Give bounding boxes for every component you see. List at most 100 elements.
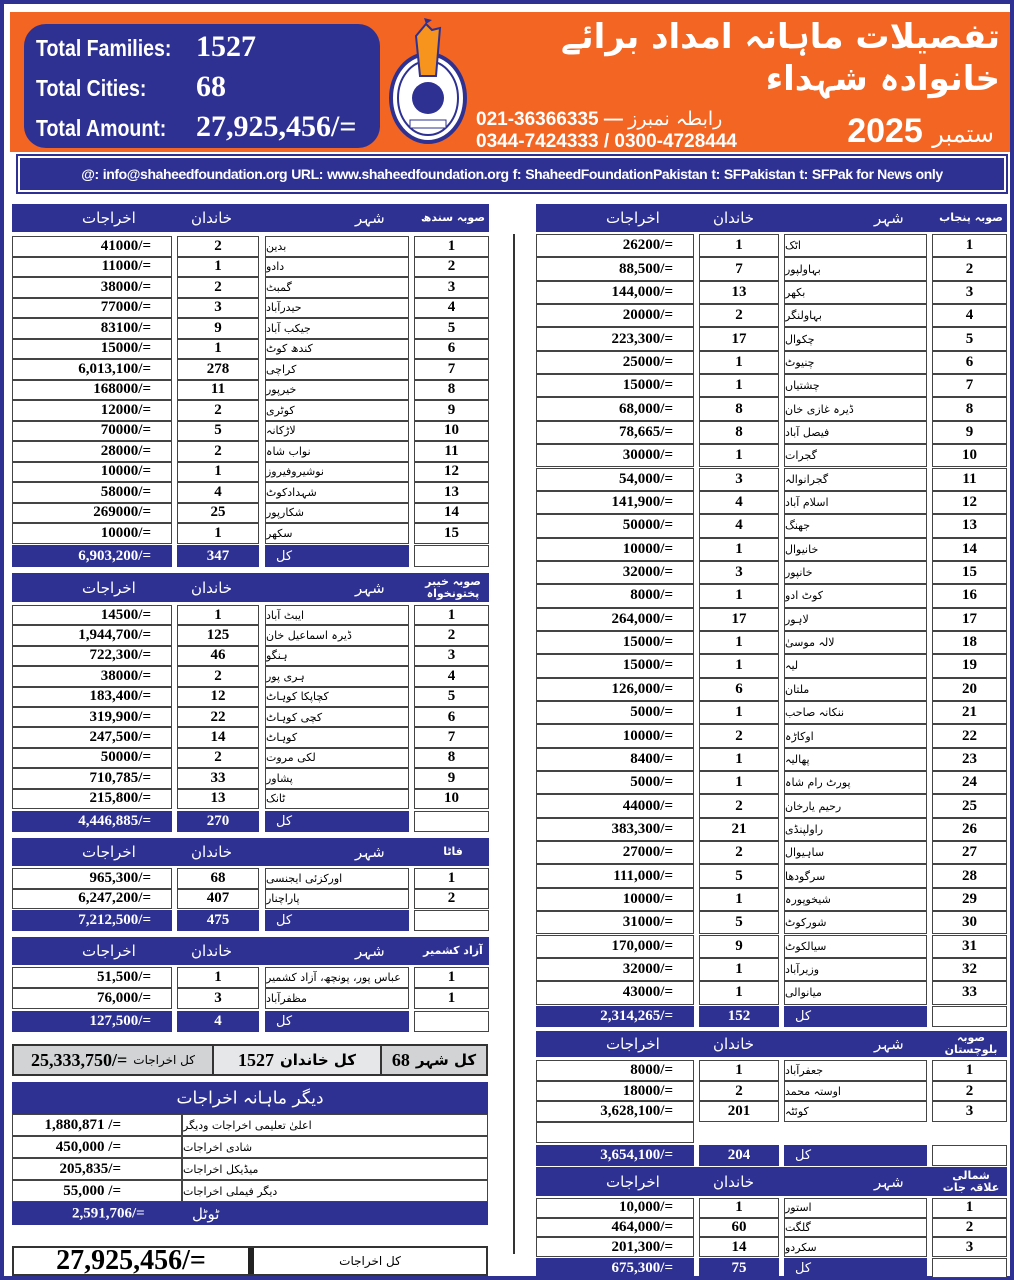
city-name: کندھ کوٹ <box>265 338 409 359</box>
families-count: 1 <box>699 444 779 468</box>
city-name: نواب شاہ <box>265 441 409 462</box>
amount: 170,000/= <box>536 934 694 958</box>
phone-2: 0344-7424333 / 0300-4728444 <box>476 131 737 152</box>
province-name: صوبہ سندھ <box>421 211 485 224</box>
amount: 141,900/= <box>536 490 694 515</box>
twitter-link[interactable]: SFPakistan <box>723 166 796 182</box>
city-name: ٹانک <box>265 788 409 809</box>
email-link[interactable]: info@shaheedfoundation.org <box>102 166 288 182</box>
row-number: 2 <box>932 1217 1007 1238</box>
section-total-families: 270 <box>177 811 259 832</box>
city-name: ننکانہ صاحب <box>784 701 927 725</box>
amount: 31000/= <box>536 911 694 935</box>
families-count: 1 <box>699 957 779 982</box>
amount: 15000/= <box>536 630 694 655</box>
families-count: 1 <box>699 630 779 655</box>
column-header-city: شہر <box>874 209 904 227</box>
row-number: 14 <box>932 537 1007 561</box>
row-number: 27 <box>932 841 1007 865</box>
row-number: 1 <box>932 234 1007 258</box>
row-number: 1 <box>414 868 489 889</box>
families-count: 2 <box>177 441 259 462</box>
amount: 76,000/= <box>12 988 172 1009</box>
row-number: 2 <box>932 1080 1007 1102</box>
row-number: 31 <box>932 934 1007 958</box>
city-name: کوٹ ادو <box>784 584 927 608</box>
row-number: 3 <box>932 1101 1007 1123</box>
families-count: 33 <box>177 768 259 789</box>
row-number: 10 <box>414 420 489 441</box>
facebook-icon: f: <box>512 166 522 182</box>
city-name: چشتیاں <box>784 374 927 398</box>
families-count: 9 <box>699 934 779 958</box>
city-name: ڈیرہ غازی خان <box>784 397 927 421</box>
other-total-amount: 2,591,706/= <box>72 1205 145 1221</box>
row-number: 18 <box>932 630 1007 655</box>
facebook-link[interactable]: ShaheedFoundationPakistan <box>525 166 708 182</box>
city-name: گلگت <box>784 1217 927 1238</box>
section-total-blank <box>932 1258 1007 1278</box>
families-count: 4 <box>177 482 259 503</box>
amount: 14500/= <box>12 605 172 626</box>
city-name: شہدادکوٹ <box>265 482 409 503</box>
other-total-label: ٹوٹل <box>192 1204 220 1223</box>
section-total-blank <box>414 1011 489 1032</box>
amount: 43000/= <box>536 981 694 1005</box>
column-header-city: شہر <box>355 209 385 227</box>
section-header-ajk: اخراجات خاندان شہر آزاد کشمیر <box>12 937 489 965</box>
families-count: 1 <box>177 256 259 277</box>
section-total-amount: 2,314,265/= <box>536 1006 694 1027</box>
city-name: ہنگو <box>265 645 409 667</box>
amount: 10000/= <box>536 724 694 748</box>
row-number: 9 <box>414 768 489 789</box>
amount: 264,000/= <box>536 607 694 631</box>
section-total-amount: 4,446,885/= <box>12 811 172 832</box>
city-name: استور <box>784 1198 927 1218</box>
city-name: عباس پور، پونچھ، آزاد کشمیر <box>265 967 409 988</box>
foundation-logo <box>389 18 467 144</box>
families-count: 14 <box>699 1237 779 1258</box>
families-count: 4 <box>699 490 779 515</box>
row-number: 5 <box>414 686 489 707</box>
column-header-amount: اخراجات <box>606 1035 660 1053</box>
families-count: 22 <box>177 707 259 728</box>
city-name: گمبٹ <box>265 277 409 298</box>
other-expense-amount: 205,835/= <box>12 1158 182 1180</box>
twitter-news-link[interactable]: SFPak for News only <box>811 166 943 182</box>
city-name: ملتان <box>784 677 927 701</box>
section-total-label: کل <box>265 910 409 931</box>
website-link[interactable]: www.shaheedfoundation.org <box>327 166 509 182</box>
city-name: ہری پور <box>265 666 409 687</box>
amount: 25000/= <box>536 350 694 375</box>
row-number: 6 <box>414 707 489 728</box>
other-expense-label: شادی اخراجات <box>182 1136 488 1158</box>
families-count: 12 <box>177 686 259 707</box>
city-name: چکوال <box>784 327 927 351</box>
row-number: 7 <box>414 359 489 380</box>
amount: 6,013,100/= <box>12 359 172 380</box>
city-name: اوکاڑہ <box>784 724 927 748</box>
amount: 126,000/= <box>536 677 694 701</box>
cities-value: 68 <box>196 70 226 103</box>
amount: 15000/= <box>536 374 694 398</box>
section-total-families: 4 <box>177 1011 259 1032</box>
row-number: 30 <box>932 911 1007 935</box>
city-name: کوئٹہ <box>784 1101 927 1123</box>
city-name: لاہور <box>784 607 927 631</box>
row-number: 11 <box>932 467 1007 491</box>
url-label: URL: <box>291 166 324 182</box>
amount: 30000/= <box>536 444 694 468</box>
column-header-city: شہر <box>355 942 385 960</box>
section-total-amount: 127,500/= <box>12 1011 172 1032</box>
column-header-families: خاندان <box>713 209 755 227</box>
section-total-blank <box>932 1145 1007 1166</box>
city-name: کچاپکا کوہاٹ <box>265 686 409 707</box>
row-number: 2 <box>414 256 489 277</box>
amount: 58000/= <box>12 482 172 503</box>
families-count: 407 <box>177 888 259 909</box>
row-number: 10 <box>414 788 489 809</box>
section-total-blank <box>414 811 489 832</box>
city-name: بہاولنگر <box>784 304 927 328</box>
city-name: بکھر <box>784 280 927 305</box>
families-count: 2 <box>699 724 779 748</box>
